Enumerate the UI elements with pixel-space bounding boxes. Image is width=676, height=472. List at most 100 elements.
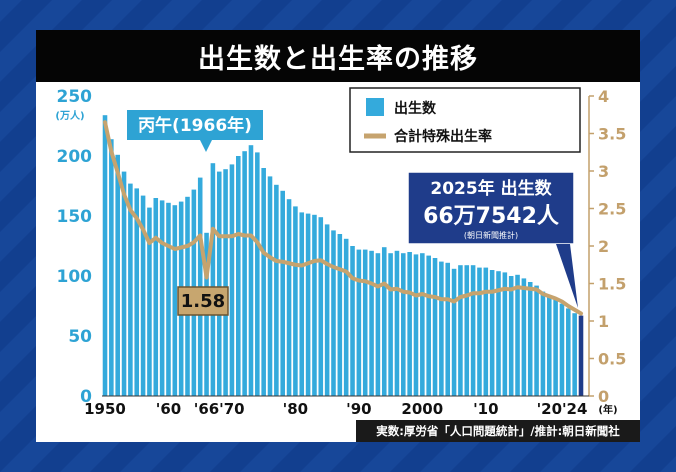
x-tick-label: 2000 [401, 400, 443, 418]
legend-label-rate: 合計特殊出生率 [394, 128, 492, 145]
x-tick-label: '20 [537, 400, 562, 418]
bar-1967 [210, 163, 216, 396]
bar-1968 [216, 171, 222, 396]
bar-1978 [280, 190, 285, 396]
bar-2005 [451, 268, 457, 396]
right-tick-label: 2 [598, 237, 609, 256]
bar-1998 [407, 252, 412, 396]
bar-1976 [267, 176, 273, 396]
bar-2009 [477, 267, 482, 396]
right-tick-label: 1.5 [598, 275, 626, 294]
left-tick-label: 150 [57, 207, 93, 227]
bar-1950 [102, 115, 108, 396]
rate-1966-label: 1.58 [181, 291, 225, 312]
bar-1970 [229, 164, 235, 396]
rate-1966-box [177, 286, 229, 316]
rate-line [103, 120, 583, 316]
bar-2018 [534, 285, 539, 396]
legend-swatch-bar [366, 98, 384, 116]
x-tick-label: '24 [562, 400, 587, 418]
bar-2001 [426, 255, 431, 396]
highlight-2025-note: (朝日新聞推計) [464, 230, 518, 240]
right-tick-label: 1 [598, 312, 609, 331]
bar-2010 [483, 267, 489, 396]
right-tick-label: 0 [598, 387, 609, 406]
bar-series [102, 115, 584, 396]
bar-1957 [147, 207, 152, 396]
bar-1954 [128, 183, 133, 396]
bar-1984 [318, 217, 324, 396]
chart-title-bar: 出生数と出生率の推移 [36, 30, 640, 82]
highlight-2025-tail [556, 244, 578, 308]
bar-1991 [362, 249, 368, 396]
callout-1966-tail [200, 140, 212, 152]
bar-1999 [413, 254, 419, 396]
left-tick-label: 100 [57, 267, 93, 287]
left-tick-label: 250 [57, 87, 93, 107]
bar-1986 [331, 230, 336, 396]
bar-2014 [508, 276, 514, 396]
bar-2012 [496, 271, 501, 396]
x-tick-label: '80 [283, 400, 308, 418]
x-tick-label: '10 [473, 400, 498, 418]
bar-1995 [388, 253, 393, 396]
bar-1996 [394, 250, 400, 396]
legend: 出生数 合計特殊出生率 [349, 87, 581, 153]
highlight-2025-box [407, 171, 575, 245]
bar-1987 [337, 234, 343, 396]
bar-2002 [432, 258, 438, 396]
highlight-2025-line2: 66万7542人 [423, 204, 559, 229]
right-tick-label: 0.5 [598, 350, 626, 369]
bar-1994 [381, 247, 387, 396]
bar-2023 [566, 308, 571, 396]
bar-2006 [458, 265, 463, 396]
bar-1972 [242, 151, 247, 396]
bar-1977 [274, 184, 279, 396]
bar-2013 [502, 272, 508, 396]
bar-1951 [109, 139, 114, 396]
left-axis-unit: (万人) [55, 109, 84, 122]
right-axis: 0 0.5 1 1.5 2 2.5 3 3.5 4 [588, 87, 626, 406]
legend-box [349, 87, 581, 153]
x-axis: 1950 '60 '66'70 '80 '90 2000 '10 '20'24 (年) [84, 395, 618, 418]
bar-1988 [343, 238, 349, 396]
left-tick-label: 0 [80, 387, 92, 407]
bar-1985 [324, 224, 330, 396]
callout-1966: 丙午(1966年) [127, 110, 263, 152]
bar-1960 [166, 202, 171, 396]
bar-2017 [527, 282, 533, 396]
bar-1955 [134, 188, 140, 396]
source-note: 実数:厚労省「人口問題統計」/推計:朝日新聞社 [356, 420, 640, 442]
background-stripe [660, 456, 676, 472]
x-tick-label: '90 [346, 400, 371, 418]
bar-2003 [439, 261, 444, 396]
bar-1974 [255, 152, 260, 396]
callout-1966-box [127, 110, 263, 140]
birth-chart: 0 50 100 150 200 250 (万人) 0 0.5 1 1.5 2 2.5 3 3.5 4 19… [55, 87, 626, 418]
bar-1952 [115, 154, 120, 396]
source-text: 実数:厚労省「人口問題統計」/推計:朝日新聞社 [376, 424, 620, 438]
bar-2022 [559, 303, 565, 396]
bar-1990 [356, 249, 362, 396]
bar-1980 [293, 206, 298, 396]
bar-2019 [540, 291, 546, 396]
right-tick-label: 3.5 [598, 125, 626, 144]
bar-2000 [420, 253, 425, 396]
bar-1993 [375, 253, 381, 396]
x-tick-label: '70 [219, 400, 244, 418]
bar-1983 [312, 214, 317, 396]
bar-1975 [261, 168, 266, 396]
bar-1956 [140, 195, 146, 396]
rate-1966-label-group: 1.58 [177, 286, 229, 316]
bar-2016 [521, 278, 527, 396]
bar-1989 [350, 246, 355, 396]
left-tick-label: 200 [57, 147, 93, 167]
highlight-2025-line1: 2025年 出生数 [430, 178, 552, 199]
bar-2011 [489, 270, 495, 396]
bar-1997 [401, 253, 406, 396]
x-tick-label: '66 [194, 400, 219, 418]
bar-2020 [546, 295, 552, 396]
bar-1953 [121, 171, 127, 396]
chart-title: 出生数と出生率の推移 [198, 43, 478, 75]
bar-1981 [299, 212, 305, 396]
